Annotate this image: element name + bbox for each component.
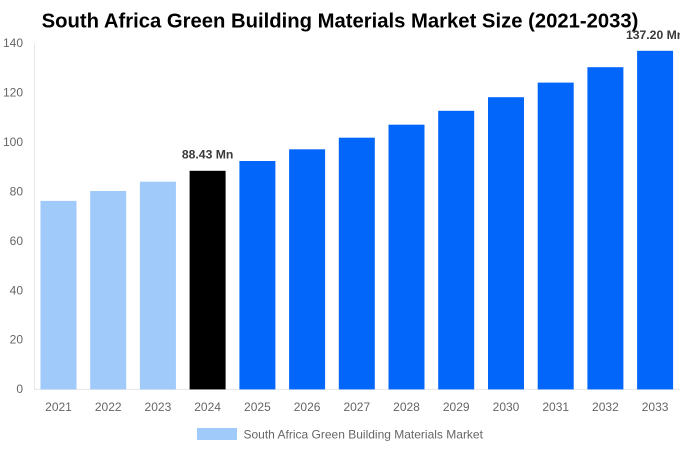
svg-text:2025: 2025 (244, 400, 271, 414)
svg-text:60: 60 (10, 234, 24, 248)
svg-text:South Africa Green Building Ma: South Africa Green Building Materials Ma… (244, 428, 484, 442)
svg-text:2030: 2030 (493, 400, 520, 414)
svg-text:80: 80 (10, 184, 24, 198)
svg-text:2024: 2024 (194, 400, 221, 414)
svg-text:137.20 Mn: 137.20 Mn (626, 28, 680, 42)
svg-text:2028: 2028 (393, 400, 420, 414)
svg-text:140: 140 (3, 36, 23, 50)
svg-text:20: 20 (10, 333, 24, 347)
svg-text:2032: 2032 (592, 400, 619, 414)
svg-text:South Africa Green Building Ma: South Africa Green Building Materials Ma… (42, 11, 639, 33)
svg-text:40: 40 (10, 283, 24, 297)
svg-text:2026: 2026 (294, 400, 321, 414)
svg-text:2031: 2031 (542, 400, 569, 414)
svg-text:120: 120 (3, 86, 23, 100)
svg-text:2021: 2021 (45, 400, 72, 414)
svg-text:2022: 2022 (95, 400, 122, 414)
svg-text:0: 0 (16, 382, 23, 396)
svg-text:2033: 2033 (642, 400, 669, 414)
svg-text:2029: 2029 (443, 400, 470, 414)
svg-text:2027: 2027 (343, 400, 370, 414)
svg-text:88.43 Mn: 88.43 Mn (182, 147, 233, 161)
svg-text:100: 100 (3, 135, 23, 149)
svg-text:2023: 2023 (145, 400, 172, 414)
